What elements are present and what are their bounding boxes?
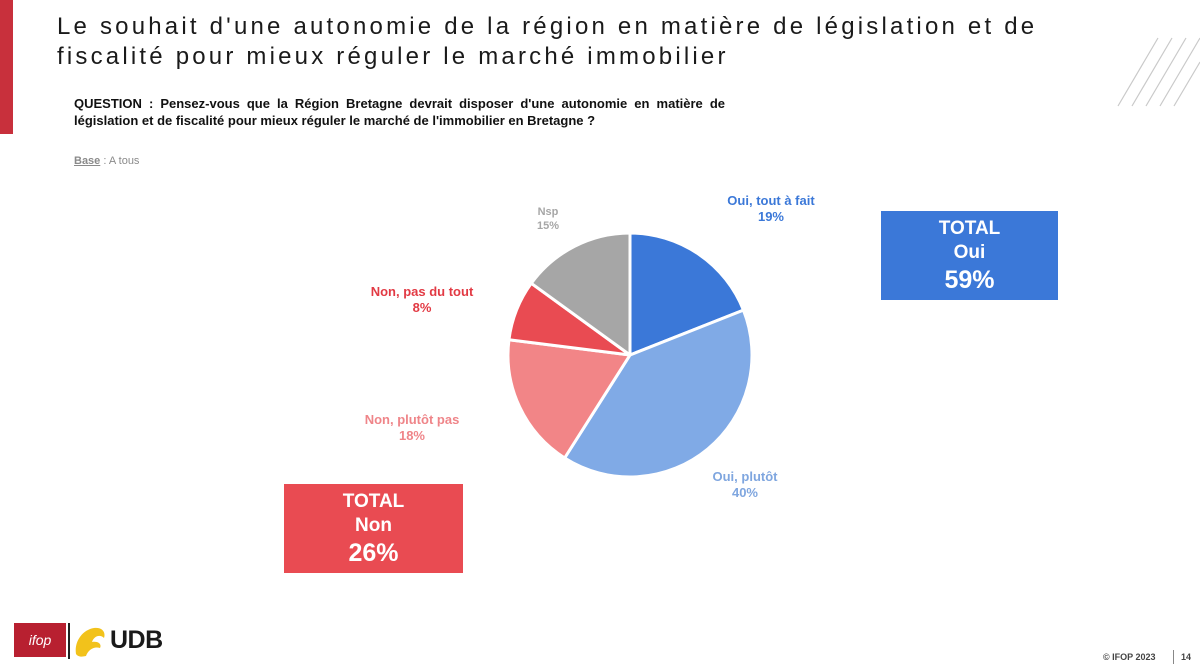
pie-slice-nsp (529, 231, 632, 357)
base-note: Base : A tous (74, 155, 139, 167)
slice-label-non-plutot-pas: Non, plutôt pas 18% (365, 412, 460, 444)
copyright: © IFOP 2023 (1103, 652, 1156, 662)
total-non-label: TOTAL (342, 490, 405, 512)
question-text: QUESTION : Pensez-vous que la Région Bre… (74, 96, 725, 128)
base-label: Base (74, 155, 101, 167)
pie-slice-oui-plutot (563, 308, 754, 479)
slice-label-oui-plutot: Oui, plutôt 40% (713, 469, 778, 501)
page-number: 14 (1181, 652, 1192, 662)
total-non-sublabel: Non (355, 514, 392, 536)
total-oui-sublabel: Oui (953, 241, 986, 263)
total-oui-value: 59% (944, 265, 995, 294)
footer-divider-small (1173, 650, 1174, 664)
slide-title: Le souhait d'une autonomie de la région … (57, 13, 1038, 70)
total-non-box: TOTAL Non 26% (284, 484, 463, 573)
slice-value: 15% (536, 220, 560, 232)
pie-slice-non-plutot-pas (506, 338, 632, 460)
slice-value: 18% (398, 428, 426, 443)
slice-name: Oui, tout à fait (727, 193, 815, 208)
total-non-value: 26% (348, 538, 399, 567)
slice-value: 8% (412, 300, 432, 315)
slice-value: 19% (757, 209, 785, 224)
slice-label-nsp: Nsp 15% (537, 205, 559, 233)
slice-label-non-pas-du-tout: Non, pas du tout 8% (371, 284, 474, 316)
pie-slice-oui-tout-a-fait (628, 231, 745, 357)
slice-value: 40% (731, 485, 759, 500)
slice-name: Non, pas du tout (370, 284, 474, 299)
slice-name: Non, plutôt pas (364, 412, 460, 427)
slice-name: Nsp (537, 206, 559, 218)
udb-logo-icon (75, 627, 105, 657)
decorative-stripes-icon (1117, 37, 1200, 107)
total-oui-box: TOTAL Oui 59% (881, 211, 1058, 300)
ifop-logo: ifop (14, 623, 66, 657)
udb-logo-text: UDB (110, 626, 163, 654)
footer-divider (68, 623, 70, 659)
slice-name: Oui, plutôt (712, 469, 778, 484)
base-value: : A tous (100, 155, 140, 167)
slice-label-oui-tout-a-fait: Oui, tout à fait 19% (727, 193, 814, 225)
total-oui-label: TOTAL (938, 217, 1001, 239)
accent-bar (0, 0, 13, 134)
